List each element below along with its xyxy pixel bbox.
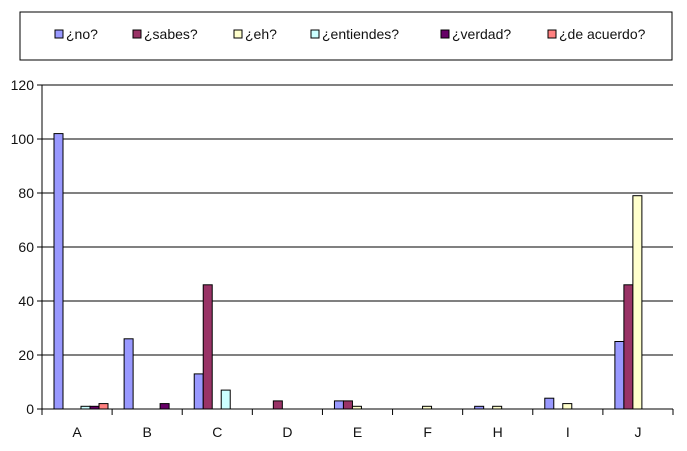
- bars: [53, 133, 643, 410]
- bar: [342, 400, 353, 410]
- y-axis: 0 20 40 60 80 100 120: [11, 77, 43, 417]
- y-tick-label: 40: [18, 293, 34, 309]
- y-tick-label: 0: [26, 401, 34, 417]
- bar: [123, 338, 134, 410]
- bar: [333, 400, 344, 410]
- bar: [562, 403, 573, 410]
- y-tick-label: 120: [11, 77, 35, 93]
- gridlines: [42, 84, 673, 410]
- bar: [159, 403, 170, 410]
- bar: [202, 284, 213, 410]
- legend-swatch: [54, 29, 64, 39]
- legend-swatch: [440, 29, 450, 39]
- x-tick-label: D: [282, 424, 292, 440]
- x-tick-label: F: [423, 424, 432, 440]
- bar: [544, 397, 555, 410]
- x-tick-label: C: [212, 424, 222, 440]
- legend-label: ¿no?: [66, 26, 98, 42]
- legend-swatch: [233, 29, 243, 39]
- x-tick-label: B: [142, 424, 151, 440]
- bar: [632, 195, 643, 410]
- bar: [193, 373, 204, 410]
- y-tick-label: 100: [11, 131, 35, 147]
- x-tick-label: I: [566, 424, 570, 440]
- y-tick-label: 60: [18, 239, 34, 255]
- x-tick-label: A: [72, 424, 82, 440]
- x-tick-label: J: [634, 424, 641, 440]
- bar: [98, 403, 109, 410]
- x-tick-label: E: [353, 424, 362, 440]
- legend-label: ¿sabes?: [144, 26, 198, 42]
- legend-label: ¿verdad?: [452, 26, 511, 42]
- bar: [614, 341, 625, 410]
- legend-box: [19, 11, 673, 61]
- legend-swatch: [132, 29, 142, 39]
- bar: [623, 284, 634, 410]
- x-tick-label: H: [493, 424, 503, 440]
- legend-swatch: [310, 29, 320, 39]
- legend-label: ¿de acuerdo?: [559, 26, 646, 42]
- legend-label: ¿eh?: [245, 26, 277, 42]
- y-tick-label: 20: [18, 347, 34, 363]
- bar: [53, 133, 64, 410]
- legend-label: ¿entiendes?: [322, 26, 399, 42]
- legend: ¿no? ¿sabes? ¿eh? ¿entiendes? ¿verdad? ¿de ac…: [19, 11, 673, 61]
- y-tick-label: 80: [18, 185, 34, 201]
- legend-swatch: [547, 29, 557, 39]
- bar: [220, 389, 231, 410]
- bar: [272, 400, 283, 410]
